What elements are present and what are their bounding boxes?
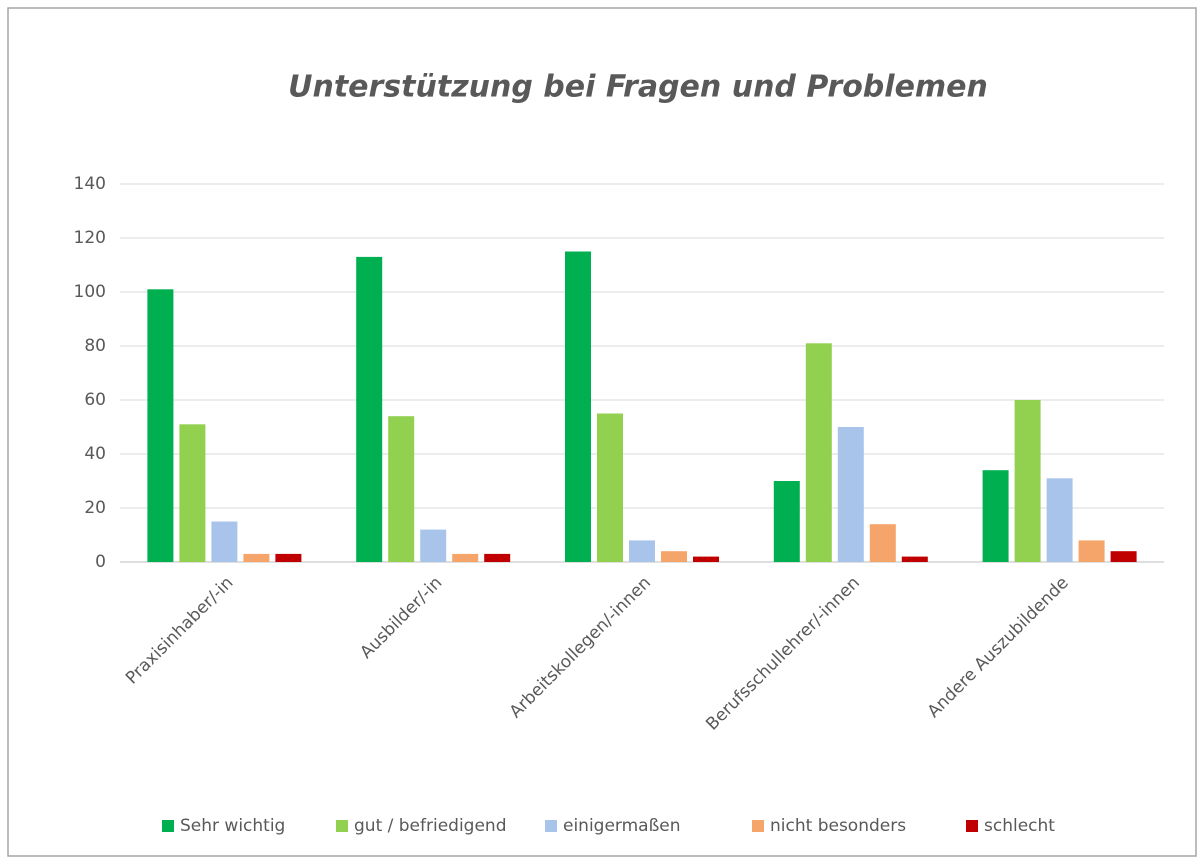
bar [388,416,415,562]
bar [597,413,623,562]
legend-label: nicht besonders [770,816,906,836]
bar [982,470,1009,562]
y-tick-label: 120 [74,228,106,248]
y-tick-label: 60 [84,390,106,410]
y-tick-label: 20 [84,498,106,518]
bar [275,553,302,562]
bar [243,553,270,562]
legend-swatch [336,820,348,832]
legend-label: einigermaßen [563,816,681,836]
chart-title: Unterstützung bei Fragen und Problemen [288,70,988,105]
bar [837,427,864,562]
bar [629,540,655,562]
legend-label: Sehr wichtig [180,816,285,836]
y-tick-label: 80 [84,336,106,356]
bar [420,529,447,562]
bar [356,256,383,562]
y-tick-label: 0 [95,552,106,572]
legend-swatch [162,820,174,832]
legend-label: gut / befriedigend [354,816,507,836]
y-tick-label: 140 [74,174,106,194]
bar [211,521,238,562]
bar [693,556,719,562]
bar [179,424,206,562]
bar [661,551,687,562]
bar [805,343,832,562]
bar [484,553,511,562]
bar [1110,551,1137,562]
y-tick-label: 40 [84,444,106,464]
legend-swatch [752,820,764,832]
bar [901,556,928,562]
bar [147,289,174,562]
bar [565,251,591,562]
bar [869,524,896,562]
legend-swatch [966,820,978,832]
bar [773,481,800,562]
legend-label: schlecht [984,816,1055,836]
bar [1046,478,1073,562]
bar [1014,400,1041,562]
legend-swatch [545,820,557,832]
y-tick-label: 100 [74,282,106,302]
bar [452,553,479,562]
bar [1078,540,1105,562]
